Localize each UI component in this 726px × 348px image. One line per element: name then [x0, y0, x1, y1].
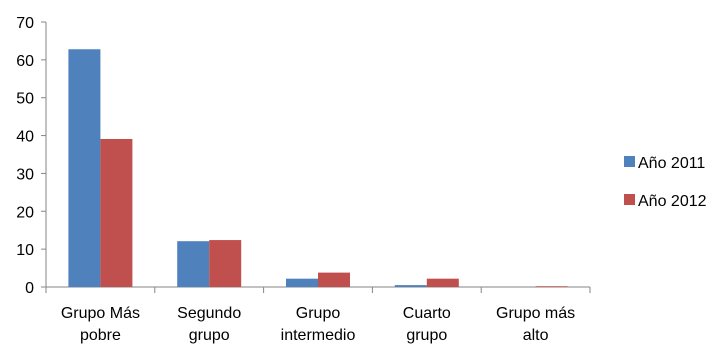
bar [100, 138, 133, 287]
bar [535, 286, 568, 287]
bar [68, 49, 101, 287]
x-axis: Grupo Más pobre Segundo grupo Grupo intermedi… [45, 286, 591, 344]
y-axis: 0 10 20 30 40 50 60 70 [16, 15, 47, 297]
legend-swatch [624, 194, 635, 205]
bar [177, 241, 210, 287]
bar [286, 278, 318, 287]
y-tick-label: 60 [16, 53, 34, 70]
x-tick-label: Grupo Más pobre [61, 305, 140, 344]
bars [68, 49, 568, 287]
legend-label: Año 2011 [638, 155, 705, 172]
legend: Año 2011 Año 2012 [624, 155, 707, 210]
y-tick-label: 20 [16, 204, 34, 221]
y-tick-label: 70 [16, 15, 34, 32]
bar [426, 278, 459, 287]
legend-label: Año 2012 [638, 193, 707, 210]
x-tick-label: Segundo grupo [177, 305, 241, 344]
bar [394, 285, 427, 287]
x-tick-label: Cuarto grupo [403, 305, 451, 344]
legend-swatch [624, 156, 635, 167]
bar [209, 240, 242, 287]
x-tick-label: Grupo más alto [496, 305, 575, 344]
y-tick-label: 40 [16, 129, 34, 146]
y-tick-label: 50 [16, 91, 34, 108]
y-tick-label: 0 [25, 280, 34, 297]
x-tick-label: Grupo intermedio [281, 305, 356, 344]
y-tick-label: 10 [16, 242, 34, 259]
bar [318, 272, 350, 287]
y-tick-label: 30 [16, 166, 34, 183]
